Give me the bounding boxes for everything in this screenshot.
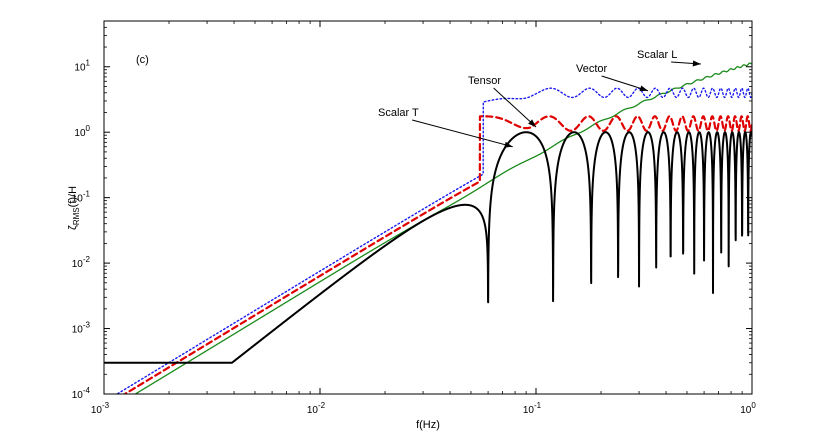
y-tick-label-1: 10-3 bbox=[72, 321, 91, 336]
y-tick-base: 10 bbox=[72, 325, 84, 336]
y-tick-label-3: 10-1 bbox=[72, 190, 91, 205]
annotation-arrowhead bbox=[639, 85, 648, 92]
annotation-arrowhead bbox=[528, 119, 536, 128]
y-tick-exponent: -4 bbox=[83, 386, 91, 395]
annotation-arrowhead bbox=[504, 141, 513, 148]
series-line-tensor bbox=[122, 115, 752, 394]
series-layer bbox=[104, 62, 752, 394]
y-tick-exponent: -1 bbox=[83, 190, 91, 199]
x-tick-label-3: 100 bbox=[740, 401, 756, 416]
y-tick-base: 10 bbox=[74, 128, 86, 139]
annotation-label-2: Vector bbox=[576, 63, 608, 75]
y-tick-base: 10 bbox=[72, 259, 84, 270]
y-tick-exponent: -2 bbox=[83, 255, 91, 264]
x-axis-title: f(Hz) bbox=[416, 419, 440, 431]
annotation-label-0: Scalar T bbox=[378, 107, 419, 119]
y-tick-exponent: 0 bbox=[86, 124, 91, 133]
series-line-scalar-t bbox=[104, 131, 752, 364]
y-tick-base: 10 bbox=[72, 390, 84, 401]
annotation-label-3: Scalar L bbox=[637, 49, 677, 61]
annotation-label-1: Tensor bbox=[468, 75, 501, 87]
y-tick-exponent: 1 bbox=[86, 59, 91, 68]
annotations: Scalar T Tensor Vector Scalar L bbox=[378, 49, 701, 148]
x-tick-label-2: 10-1 bbox=[523, 401, 542, 416]
x-tick-base: 10 bbox=[523, 405, 535, 416]
x-tick-exponent: -2 bbox=[318, 401, 326, 410]
x-tick-label-1: 10-2 bbox=[307, 401, 326, 416]
y-tick-base: 10 bbox=[72, 194, 84, 205]
x-tick-exponent: -3 bbox=[102, 401, 110, 410]
annotation-arrow-line bbox=[493, 87, 537, 128]
x-tick-base: 10 bbox=[740, 405, 752, 416]
x-tick-exponent: 0 bbox=[751, 401, 756, 410]
y-axis-title: ζRMS(f)/H bbox=[67, 186, 81, 230]
svg-text:ζRMS(f)/H: ζRMS(f)/H bbox=[67, 186, 81, 230]
y-axis-title-rest: (f)/H bbox=[67, 186, 79, 207]
series-line-vector bbox=[115, 87, 752, 394]
x-tick-base: 10 bbox=[91, 405, 103, 416]
y-tick-base: 10 bbox=[74, 63, 86, 74]
y-tick-label-5: 101 bbox=[74, 59, 90, 74]
panel-label: (c) bbox=[136, 54, 149, 66]
y-tick-label-0: 10-4 bbox=[72, 386, 91, 401]
x-tick-base: 10 bbox=[307, 405, 319, 416]
y-axis-title-symbol: ζ bbox=[67, 225, 79, 230]
y-tick-label-4: 100 bbox=[74, 124, 90, 139]
x-tick-exponent: -1 bbox=[534, 401, 542, 410]
x-tick-label-0: 10-3 bbox=[91, 401, 110, 416]
y-axis-title-subscript: RMS bbox=[72, 207, 81, 225]
annotation-arrowhead bbox=[692, 60, 701, 67]
y-tick-exponent: -3 bbox=[83, 321, 91, 330]
annotation-arrow-line bbox=[412, 119, 513, 148]
annotation-arrow-line bbox=[601, 75, 649, 92]
y-tick-label-2: 10-2 bbox=[72, 255, 91, 270]
